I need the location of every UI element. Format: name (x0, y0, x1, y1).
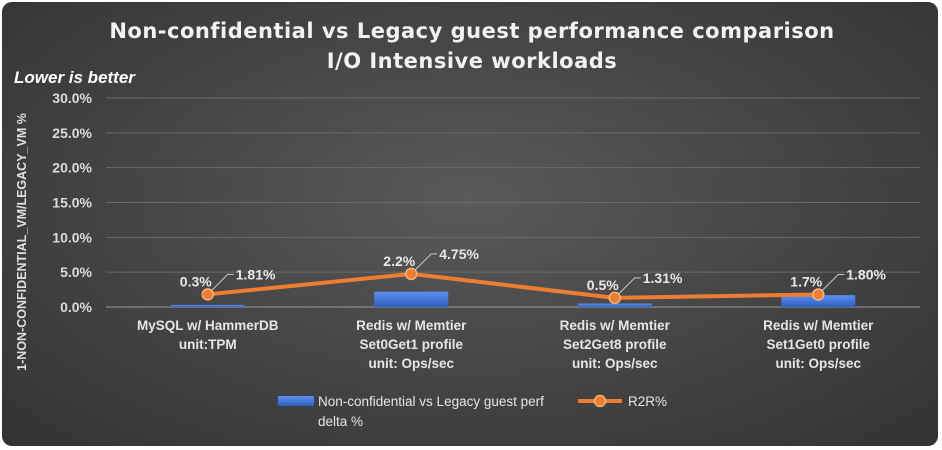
bar-data-label: 0.5% (587, 277, 619, 293)
line-data-label: 1.80% (846, 266, 886, 282)
bar-data-label: 0.3% (180, 273, 212, 289)
y-tick-label: 15.0% (52, 195, 92, 211)
legend-bar-swatch (278, 396, 314, 406)
legend-bar-label: Non-confidential vs Legacy guest perf (318, 394, 544, 409)
line-series: 1.81% 4.75% 1.31% 1.80% (201, 246, 886, 305)
y-tick-label: 5.0% (60, 264, 92, 280)
x-category-label: Set0Get1 profile (359, 337, 463, 352)
y-tick-label: 0.0% (60, 299, 92, 315)
line-data-label: 1.81% (236, 266, 276, 282)
line-point (405, 267, 418, 281)
gridlines (106, 97, 920, 308)
chart-subtitle: Lower is better (14, 68, 136, 87)
line-data-label: 4.75% (439, 246, 479, 262)
x-category-label: unit: Ops/sec (368, 356, 454, 371)
x-category-label: Redis w/ Memtier (763, 318, 874, 333)
x-category-label: unit: Ops/sec (572, 356, 658, 371)
bar-data-label: 2.2% (383, 253, 415, 269)
line-point (608, 291, 621, 305)
chart-title-line2: I/O Intensive workloads (327, 49, 618, 73)
x-category-label: unit: Ops/sec (775, 356, 861, 371)
y-tick-label: 10.0% (52, 229, 92, 245)
x-category-label: unit:TPM (179, 337, 237, 352)
legend-line-label: R2R% (628, 394, 667, 409)
y-tick-labels: 0.0% 5.0% 10.0% 15.0% 20.0% 25.0% 30.0% (52, 90, 92, 315)
x-category-label: Set1Get0 profile (766, 337, 870, 352)
legend: Non-confidential vs Legacy guest perf del… (278, 394, 667, 429)
y-axis-label: 1-NON-CONFIDENTIAL_VM/LEGACY_VM % (15, 113, 29, 371)
bar (577, 303, 652, 307)
line-point (812, 288, 825, 301)
data-label-leader (821, 273, 845, 291)
bar-series: 0.3% 2.2% 0.5% 1.7% (170, 253, 856, 307)
x-category-label: Redis w/ Memtier (560, 318, 671, 333)
chart-title-line1: Non-confidential vs Legacy guest perform… (109, 19, 834, 43)
legend-line-marker (593, 394, 607, 408)
x-category-labels: MySQL w/ HammerDB unit:TPM Redis w/ Memtie… (137, 318, 874, 371)
line-point (201, 288, 214, 301)
bar-data-label: 1.7% (790, 273, 822, 289)
y-tick-label: 25.0% (52, 125, 92, 141)
data-label-leader (211, 273, 234, 291)
y-tick-label: 30.0% (52, 90, 92, 106)
data-label-leader (414, 253, 438, 271)
line-data-label: 1.31% (643, 270, 683, 286)
x-category-label: Set2Get8 profile (563, 337, 667, 352)
legend-bar-label: delta % (318, 414, 363, 429)
x-category-label: MySQL w/ HammerDB (137, 318, 279, 333)
x-category-label: Redis w/ Memtier (356, 318, 467, 333)
bar (781, 295, 856, 307)
data-label-leader (618, 277, 641, 295)
bar (374, 291, 449, 307)
bar (170, 304, 245, 307)
y-tick-label: 20.0% (52, 160, 92, 176)
series-line (207, 271, 819, 300)
